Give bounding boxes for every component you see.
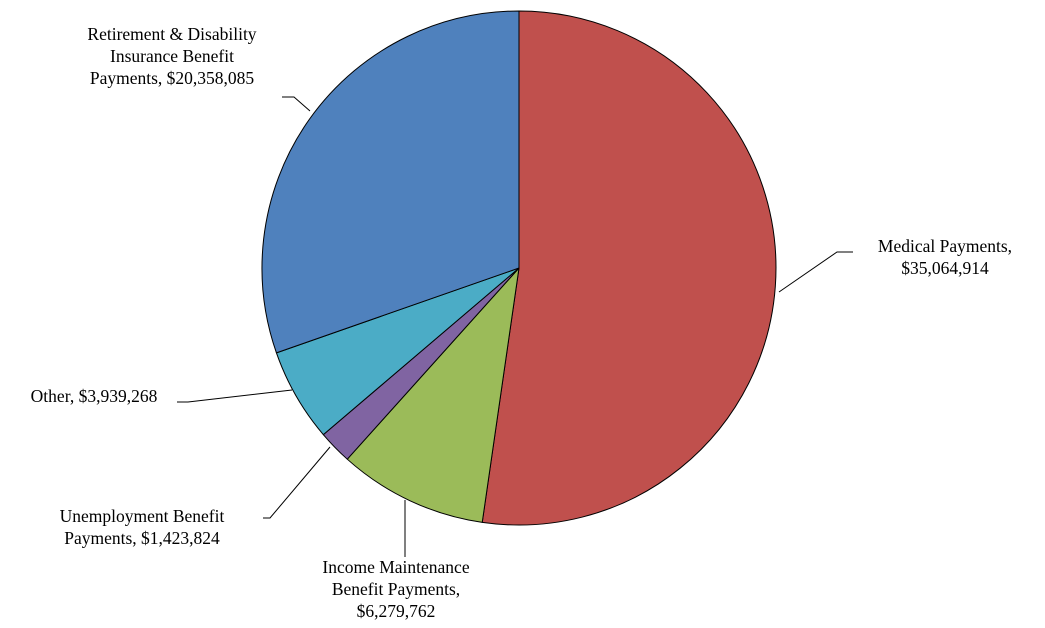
leader-lines	[177, 96, 853, 557]
leader-line-other	[177, 389, 293, 403]
pie-slice-income-maintenance-benefit-payments	[346, 267, 520, 523]
data-label-line: Payments, $1,423,824	[64, 528, 220, 548]
pie-slice-retirement-and-disability-insurance-benefit-payments	[261, 10, 520, 354]
slice-labels: Medical Payments, $35,064,914 Income Maint…	[31, 24, 1012, 621]
data-label-unemployment-benefit-payments: Unemployment Benefit Payments, $1,423,824	[60, 506, 225, 548]
data-label-line: Benefit Payments,	[332, 579, 460, 599]
pie-slices	[261, 10, 777, 526]
data-label-medical-payments: Medical Payments, $35,064,914	[878, 236, 1012, 278]
data-label-line: $35,064,914	[901, 258, 989, 278]
data-label-line: Payments, $20,358,085	[90, 68, 255, 88]
data-label-line: $6,279,762	[357, 601, 436, 621]
pie-slice-medical-payments	[481, 10, 777, 526]
data-label-line: Insurance Benefit	[110, 46, 234, 66]
leader-line-retirement-and-disability-insurance-benefit-payments	[282, 96, 311, 112]
data-label-line: Income Maintenance	[322, 557, 469, 577]
data-label-other: Other, $3,939,268	[31, 386, 158, 406]
leader-line-medical-payments	[778, 251, 853, 293]
leader-line-unemployment-benefit-payments	[263, 446, 331, 519]
data-label-line: Other, $3,939,268	[31, 386, 158, 406]
data-label-line: Unemployment Benefit	[60, 506, 225, 526]
data-label-line: Medical Payments,	[878, 236, 1012, 256]
data-label-income-maintenance-benefit-payments: Income Maintenance Benefit Payments, $6,27…	[322, 557, 469, 621]
data-label-line: Retirement & Disability	[87, 24, 256, 44]
data-label-retirement-and-disability-insurance-benefit-payments: Retirement & Disability Insurance Benefit…	[87, 24, 256, 88]
